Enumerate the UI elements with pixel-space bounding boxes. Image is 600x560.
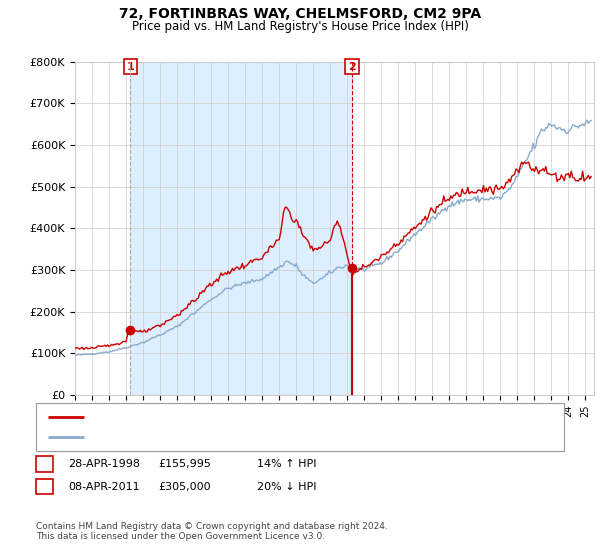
Text: 08-APR-2011: 08-APR-2011 — [68, 482, 139, 492]
Text: 28-APR-1998: 28-APR-1998 — [68, 459, 140, 469]
Text: 72, FORTINBRAS WAY, CHELMSFORD, CM2 9PA: 72, FORTINBRAS WAY, CHELMSFORD, CM2 9PA — [119, 7, 481, 21]
Text: Price paid vs. HM Land Registry's House Price Index (HPI): Price paid vs. HM Land Registry's House … — [131, 20, 469, 32]
Text: 1: 1 — [41, 459, 48, 469]
Text: 2: 2 — [41, 482, 48, 492]
Text: £305,000: £305,000 — [158, 482, 211, 492]
Bar — [130, 62, 352, 395]
Text: HPI: Average price, detached house, Chelmsford: HPI: Average price, detached house, Chel… — [90, 432, 343, 442]
Text: 2: 2 — [348, 62, 356, 72]
Text: 1: 1 — [127, 62, 134, 72]
Text: 72, FORTINBRAS WAY, CHELMSFORD, CM2 9PA (detached house): 72, FORTINBRAS WAY, CHELMSFORD, CM2 9PA … — [90, 412, 426, 422]
Text: 20% ↓ HPI: 20% ↓ HPI — [257, 482, 316, 492]
Text: £155,995: £155,995 — [158, 459, 211, 469]
Text: Contains HM Land Registry data © Crown copyright and database right 2024.
This d: Contains HM Land Registry data © Crown c… — [36, 522, 388, 542]
Text: 14% ↑ HPI: 14% ↑ HPI — [257, 459, 316, 469]
